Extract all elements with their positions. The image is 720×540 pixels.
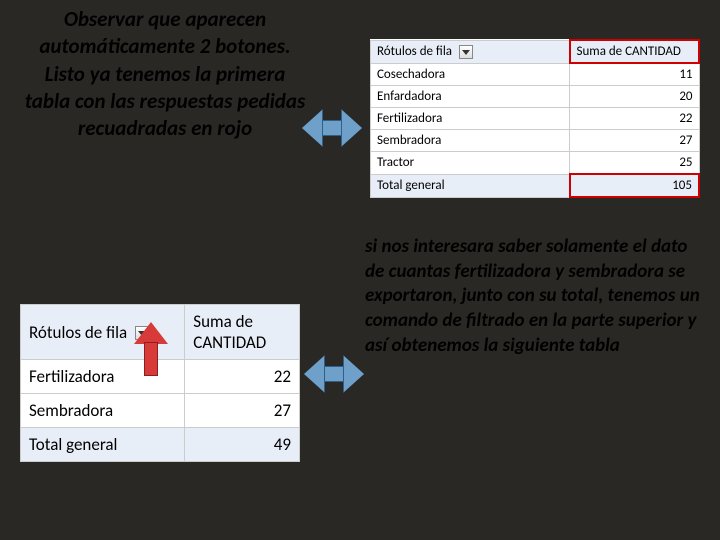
row-label: Fertilizadora — [21, 360, 185, 394]
instruction-text-top: Observar que aparecen automáticamente 2 … — [20, 6, 310, 142]
header-sum-label: Suma de CANTIDAD — [570, 40, 700, 63]
row-label: Sembradora — [371, 130, 570, 152]
header-row-labels: Rótulos de fila — [371, 40, 570, 63]
header-label: Rótulos de fila — [29, 322, 127, 343]
table-row: Enfardadora20 — [371, 86, 700, 108]
total-value: 49 — [185, 428, 300, 462]
row-value: 11 — [570, 63, 700, 86]
total-row: Total general 105 — [371, 174, 700, 197]
table-row: Sembradora27 — [21, 394, 300, 428]
row-value: 22 — [185, 360, 300, 394]
row-value: 20 — [570, 86, 700, 108]
row-label: Fertilizadora — [371, 108, 570, 130]
table-row: Cosechadora11 — [371, 63, 700, 86]
total-row: Total general 49 — [21, 428, 300, 462]
double-arrow-icon — [302, 110, 362, 146]
pivot-table-full: Rótulos de fila Suma de CANTIDAD Cosecha… — [370, 39, 700, 198]
row-value: 22 — [570, 108, 700, 130]
header-label: Rótulos de fila — [377, 44, 452, 59]
row-label: Enfardadora — [371, 86, 570, 108]
total-value: 105 — [570, 174, 700, 197]
table-row: Fertilizadora22 — [21, 360, 300, 394]
total-label: Total general — [21, 428, 185, 462]
table-row: Tractor25 — [371, 152, 700, 175]
instruction-text-bottom: si nos interesara saber solamente el dat… — [365, 235, 700, 358]
double-arrow-icon — [304, 356, 364, 392]
row-label: Sembradora — [21, 394, 185, 428]
filter-dropdown-icon[interactable] — [459, 45, 473, 59]
table-row: Sembradora27 — [371, 130, 700, 152]
row-label: Cosechadora — [371, 63, 570, 86]
row-label: Tractor — [371, 152, 570, 175]
table-row: Fertilizadora22 — [371, 108, 700, 130]
total-label: Total general — [371, 174, 570, 197]
row-value: 27 — [185, 394, 300, 428]
row-value: 27 — [570, 130, 700, 152]
header-sum-label: Suma de CANTIDAD — [185, 305, 300, 360]
row-value: 25 — [570, 152, 700, 175]
